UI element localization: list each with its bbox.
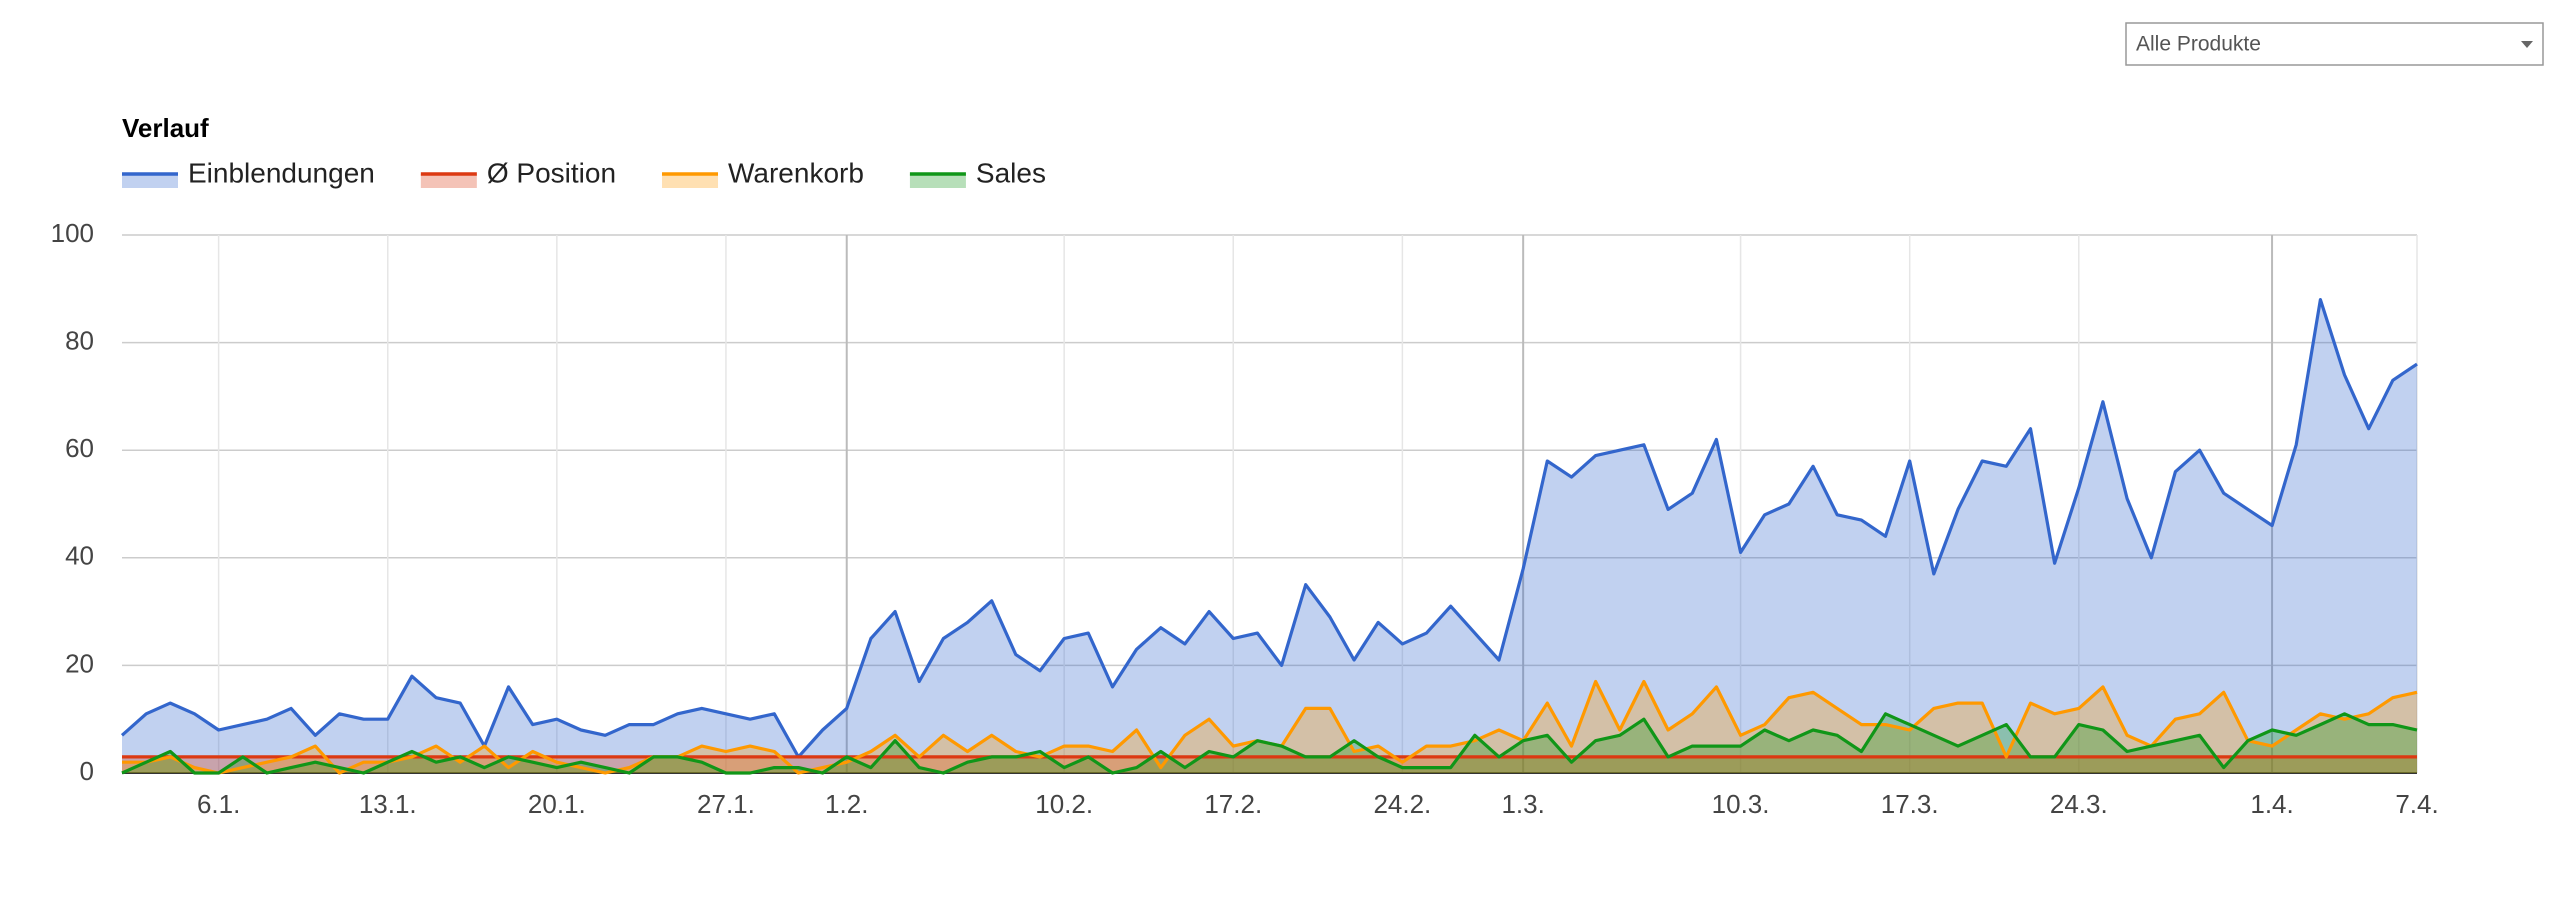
- legend-label: Sales: [976, 157, 1046, 188]
- y-tick-label: 80: [65, 325, 94, 355]
- x-tick-label: 13.1.: [359, 789, 417, 819]
- legend-label: Ø Position: [487, 157, 616, 188]
- legend-swatch: [420, 174, 477, 188]
- y-tick-label: 40: [65, 541, 94, 571]
- x-tick-label: 1.2.: [825, 789, 868, 819]
- x-tick-label: 10.3.: [1712, 789, 1770, 819]
- y-tick-label: 60: [65, 433, 94, 463]
- chart-title: Verlauf: [122, 113, 209, 143]
- legend-item: Einblendungen: [122, 157, 375, 188]
- legend-label: Einblendungen: [188, 157, 375, 188]
- x-tick-label: 20.1.: [528, 789, 586, 819]
- x-tick-label: 27.1.: [697, 789, 755, 819]
- x-tick-label: 10.2.: [1035, 789, 1093, 819]
- y-tick-label: 100: [51, 218, 94, 248]
- legend-item: Ø Position: [420, 157, 616, 188]
- legend-swatch: [122, 174, 178, 188]
- line: [121, 712, 2418, 775]
- legend-swatch: [662, 174, 719, 188]
- x-tick-label: 7.4.: [2395, 789, 2438, 819]
- legend-item: Warenkorb: [662, 157, 864, 188]
- select-arrow: [2521, 41, 2533, 48]
- y-tick-label: 0: [80, 756, 94, 786]
- x-tick-label: 24.3.: [2050, 789, 2108, 819]
- x-tick-label: 6.1.: [197, 789, 240, 819]
- product-select[interactable]: [2125, 22, 2544, 66]
- legend-item: Sales: [909, 157, 1046, 188]
- x-tick-label: 1.4.: [2250, 789, 2293, 819]
- legend-label: Warenkorb: [728, 157, 864, 188]
- x-tick-label: 1.3.: [1501, 789, 1544, 819]
- x-tick-label: 17.2.: [1204, 789, 1262, 819]
- area: [122, 299, 2417, 773]
- x-tick-label: 24.2.: [1373, 789, 1431, 819]
- x-tick-label: 17.3.: [1881, 789, 1939, 819]
- y-tick-label: 20: [65, 648, 94, 678]
- select-label: Alle Produkte: [2136, 33, 2261, 56]
- legend-swatch: [909, 174, 966, 188]
- line: [120, 298, 2418, 759]
